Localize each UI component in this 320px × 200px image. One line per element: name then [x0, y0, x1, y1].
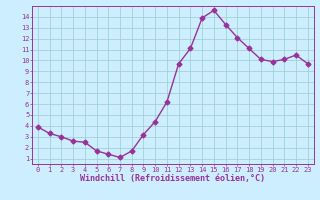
X-axis label: Windchill (Refroidissement éolien,°C): Windchill (Refroidissement éolien,°C) [80, 174, 265, 183]
